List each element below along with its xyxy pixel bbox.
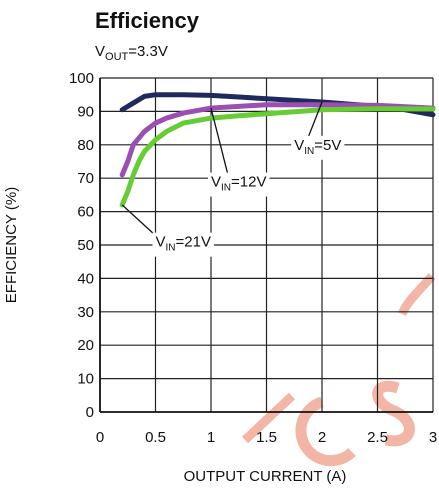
y-tick-label: 70 — [77, 170, 94, 187]
watermark — [241, 273, 436, 467]
y-tick-label: 30 — [77, 304, 94, 321]
chart-title: Efficiency — [95, 8, 200, 33]
x-tick-label: 0.5 — [145, 429, 166, 446]
series-label-leader — [307, 101, 323, 138]
y-tick-label: 80 — [77, 137, 94, 154]
y-axis-label: EFFICIENCY (%) — [3, 187, 20, 303]
series-lines — [119, 92, 436, 208]
x-tick-label: 2.5 — [367, 429, 388, 446]
x-tick-label: 2 — [318, 429, 326, 446]
y-tick-label: 40 — [77, 270, 94, 287]
chart-subtitle: VOUT=3.3V — [95, 43, 168, 63]
watermark-stroke-s — [372, 380, 415, 447]
x-axis-label: OUTPUT CURRENT (A) — [184, 468, 347, 485]
x-tick-label: 0 — [96, 429, 104, 446]
x-tick-label: 1.5 — [256, 429, 277, 446]
series-line-2 — [119, 102, 436, 178]
series-label-bg — [208, 172, 270, 197]
series-label-bg — [291, 135, 345, 160]
series-label-3: VIN=21V — [156, 234, 211, 254]
watermark-stroke-c — [295, 396, 356, 467]
series-line-3 — [119, 106, 436, 208]
series-annotations: VIN=5V VIN=12V VIN=21V — [121, 101, 345, 257]
series-label-leader — [210, 107, 229, 174]
x-tick-label: 3 — [429, 429, 437, 446]
series-label-leader — [121, 204, 154, 235]
y-tick-label: 10 — [77, 371, 94, 388]
x-tick-label: 1 — [207, 429, 215, 446]
watermark-stroke-l — [241, 392, 296, 444]
y-tick-label: 50 — [77, 237, 94, 254]
series-label-bg — [152, 232, 214, 257]
axis-frame — [99, 78, 433, 413]
series-label-2: VIN=12V — [211, 174, 266, 194]
y-tick-label: 20 — [77, 337, 94, 354]
y-tick-label: 0 — [86, 404, 94, 421]
series-label-1: VIN=5V — [294, 137, 341, 157]
watermark-stroke-c2 — [397, 273, 436, 316]
y-tick-label: 100 — [69, 70, 94, 87]
y-tick-label: 90 — [77, 103, 94, 120]
y-tick-label: 60 — [77, 204, 94, 221]
